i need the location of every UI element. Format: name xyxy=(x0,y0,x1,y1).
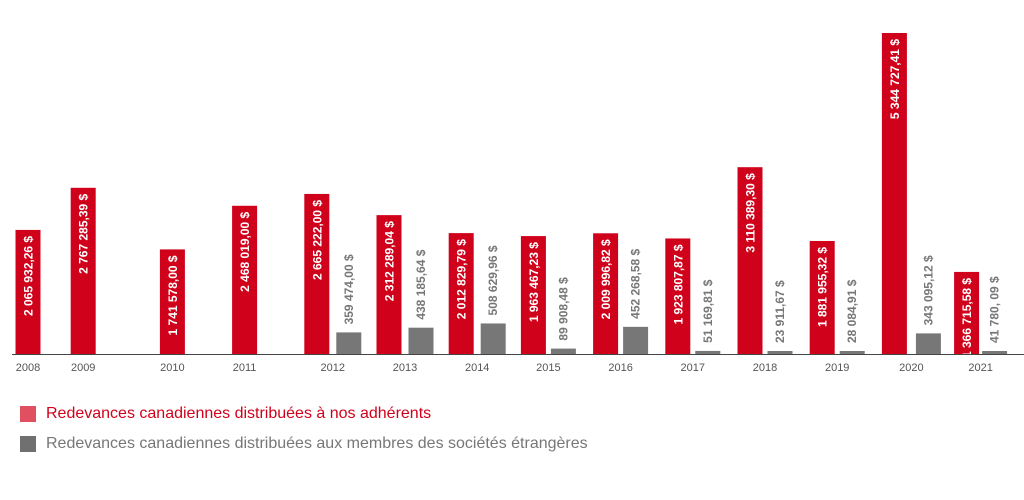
data-label-adherents-2018: 3 110 389,30 $ xyxy=(744,173,758,253)
bar-chart: 2 065 932,26 $ 2008 2 767 285,39 $ 2009 1 74… xyxy=(12,33,1024,374)
bar-adherents-2011 xyxy=(232,205,258,354)
bar-adherents-2018 xyxy=(737,167,763,354)
data-label-adherents-2020: 5 344 727,41 $ xyxy=(888,39,902,119)
bar-foreign-2015 xyxy=(550,348,576,354)
bar-foreign-2020 xyxy=(915,333,941,354)
bar-adherents-2015 xyxy=(520,236,546,354)
x-tick-label-2012: 2012 xyxy=(321,362,345,374)
x-tick-label-2018: 2018 xyxy=(753,362,777,374)
bar-adherents-2008 xyxy=(15,229,41,354)
bar-adherents-2009 xyxy=(70,187,96,354)
data-label-foreign-2018: 23 911,67 $ xyxy=(773,280,787,343)
x-tick-label-2020: 2020 xyxy=(899,362,923,374)
data-label-adherents-2014: 2 012 829,79 $ xyxy=(455,239,469,319)
x-tick-label-2013: 2013 xyxy=(393,362,417,374)
bar-foreign-2016 xyxy=(623,326,649,354)
x-tick-label-2021: 2021 xyxy=(968,362,992,374)
legend: Redevances canadiennes distribuées à nos… xyxy=(20,403,588,463)
x-tick-label-2015: 2015 xyxy=(536,362,560,374)
bar-foreign-2019 xyxy=(839,351,865,354)
legend-label-foreign-societies: Redevances canadiennes distribuées aux m… xyxy=(46,435,588,452)
bar-adherents-2019 xyxy=(809,240,835,354)
legend-label-adherents: Redevances canadiennes distribuées à nos… xyxy=(46,405,432,422)
bar-adherents-2013 xyxy=(376,215,402,354)
bar-foreign-2021 xyxy=(982,351,1008,354)
legend-item-foreign-societies[interactable]: Redevances canadiennes distribuées aux m… xyxy=(20,433,588,455)
bar-adherents-2017 xyxy=(665,238,691,354)
x-tick-label-2009: 2009 xyxy=(71,362,95,374)
x-tick-label-2011: 2011 xyxy=(233,362,257,374)
data-label-foreign-2014: 508 629,96 $ xyxy=(486,245,500,315)
bar-adherents-2012 xyxy=(304,193,330,354)
data-label-foreign-2020: 343 095,12 $ xyxy=(921,255,935,325)
bar-foreign-2014 xyxy=(480,323,506,354)
data-label-foreign-2013: 438 185,64 $ xyxy=(414,249,428,319)
data-label-adherents-2013: 2 312 289,04 $ xyxy=(383,221,397,301)
data-label-foreign-2012: 359 474,00 $ xyxy=(342,254,356,324)
bar-adherents-2014 xyxy=(448,233,474,354)
legend-swatch-foreign-societies xyxy=(20,436,36,452)
bar-foreign-2013 xyxy=(408,327,434,354)
data-label-adherents-2016: 2 009 996,82 $ xyxy=(599,239,613,319)
data-label-foreign-2019: 28 084,91 $ xyxy=(845,279,859,343)
data-label-foreign-2021: 41 780, 09 $ xyxy=(988,276,1002,343)
data-label-adherents-2009: 2 767 285,39 $ xyxy=(77,193,91,273)
data-label-foreign-2016: 452 268,58 $ xyxy=(629,248,643,318)
bar-adherents-2020 xyxy=(881,33,907,354)
legend-item-adherents[interactable]: Redevances canadiennes distribuées à nos… xyxy=(20,403,588,425)
data-label-foreign-2017: 51 169,81 $ xyxy=(701,279,715,343)
x-tick-label-2010: 2010 xyxy=(160,362,184,374)
x-tick-label-2019: 2019 xyxy=(825,362,849,374)
data-label-adherents-2021: 1 366 715,58 $ xyxy=(960,278,974,358)
bar-foreign-2012 xyxy=(336,332,362,354)
data-label-foreign-2015: 89 908,48 $ xyxy=(556,277,570,341)
bar-adherents-2010 xyxy=(159,249,185,354)
bar-adherents-2016 xyxy=(593,233,619,354)
bar-foreign-2018 xyxy=(767,351,793,354)
data-label-adherents-2017: 1 923 807,87 $ xyxy=(671,244,685,324)
x-tick-label-2008: 2008 xyxy=(16,362,40,374)
bar-foreign-2017 xyxy=(695,350,721,354)
x-tick-label-2016: 2016 xyxy=(608,362,632,374)
data-label-adherents-2019: 1 881 955,32 $ xyxy=(816,247,830,327)
data-label-adherents-2010: 1 741 578,00 $ xyxy=(166,255,180,335)
data-label-adherents-2012: 2 665 222,00 $ xyxy=(310,200,324,280)
x-tick-label-2017: 2017 xyxy=(681,362,705,374)
data-label-adherents-2008: 2 065 932,26 $ xyxy=(22,236,36,316)
data-label-adherents-2011: 2 468 019,00 $ xyxy=(238,211,252,291)
bar-adherents-2021 xyxy=(954,271,980,354)
legend-swatch-adherents xyxy=(20,406,36,422)
data-label-adherents-2015: 1 963 467,23 $ xyxy=(527,242,541,322)
x-tick-label-2014: 2014 xyxy=(465,362,489,374)
